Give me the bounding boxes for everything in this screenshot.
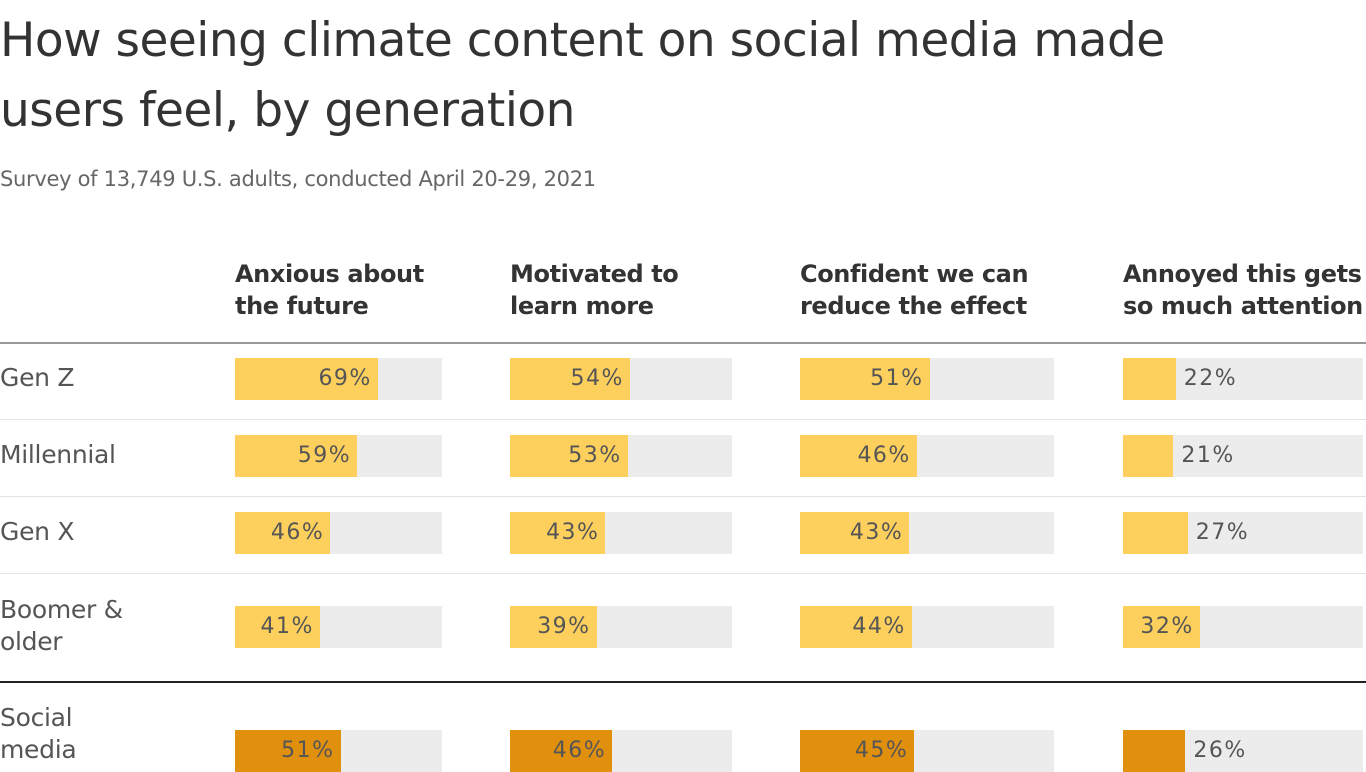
value-label: 26% — [1193, 738, 1247, 763]
total-divider — [0, 681, 1366, 683]
row-label: Social media — [0, 703, 77, 764]
chart-title: How seeing climate content on social med… — [0, 13, 1165, 138]
value-label: 69% — [318, 366, 372, 391]
value-label: 39% — [537, 614, 591, 639]
value-label: 45% — [854, 738, 909, 763]
value-label: 46% — [270, 520, 325, 545]
value-label: 51% — [281, 738, 335, 763]
value-label: 46% — [857, 443, 911, 468]
bar — [510, 512, 606, 554]
bar-track: 69% — [235, 358, 442, 400]
bar — [510, 606, 597, 648]
row-label: Gen Z — [0, 363, 75, 392]
bar-track: 43% — [510, 512, 732, 554]
bar-track: 46% — [800, 435, 1054, 477]
bar — [235, 435, 358, 477]
bar — [510, 358, 630, 400]
bar — [510, 730, 613, 772]
value-label: 43% — [849, 520, 904, 545]
bar — [235, 358, 378, 400]
bar — [1123, 606, 1200, 648]
bar — [800, 512, 910, 554]
row-label: Millennial — [0, 440, 116, 469]
bar — [800, 606, 912, 648]
value-label: 46% — [552, 738, 607, 763]
value-label: 43% — [546, 520, 600, 545]
bar-track: 44% — [800, 606, 1054, 648]
row-label: Boomer & older — [0, 595, 123, 656]
value-label: 32% — [1140, 614, 1194, 639]
value-label: 22% — [1183, 366, 1238, 391]
value-label: 21% — [1181, 443, 1235, 468]
bar-track: 46% — [235, 512, 442, 554]
chart-subtitle: Survey of 13,749 U.S. adults, conducted … — [0, 167, 596, 191]
bar — [800, 358, 930, 400]
bar — [235, 606, 320, 648]
bar-track: 45% — [800, 730, 1054, 772]
bar — [235, 730, 341, 772]
bar-track: 39% — [510, 606, 732, 648]
value-label: 41% — [260, 614, 314, 639]
bar — [1123, 512, 1188, 554]
row-divider — [0, 419, 1366, 420]
column-header: Anxious about the future — [235, 260, 424, 320]
value-label: 44% — [852, 614, 906, 639]
bar-track: 22% — [1123, 358, 1363, 400]
bar-track: 27% — [1123, 512, 1363, 554]
column-header: Annoyed this gets so much attention — [1123, 260, 1363, 320]
bar-track: 21% — [1123, 435, 1363, 477]
column-header: Motivated to learn more — [510, 260, 679, 320]
bar-track: 54% — [510, 358, 732, 400]
row-divider — [0, 496, 1366, 497]
bar-track: 26% — [1123, 730, 1363, 772]
bar-track: 51% — [235, 730, 442, 772]
bar-track: 46% — [510, 730, 732, 772]
bar — [1123, 358, 1176, 400]
bar — [235, 512, 331, 554]
value-label: 54% — [570, 366, 624, 391]
value-label: 59% — [297, 443, 352, 468]
bar-track: 51% — [800, 358, 1054, 400]
row-divider — [0, 342, 1366, 344]
column-header: Confident we can reduce the effect — [800, 260, 1029, 320]
row-divider — [0, 573, 1366, 574]
bar — [510, 435, 628, 477]
value-label: 27% — [1195, 520, 1250, 545]
bar — [1123, 730, 1186, 772]
row-label: Gen X — [0, 517, 75, 546]
bar — [800, 730, 915, 772]
bar-track: 32% — [1123, 606, 1363, 648]
bar-track: 41% — [235, 606, 442, 648]
bar — [1123, 435, 1174, 477]
bar-track: 43% — [800, 512, 1054, 554]
bar-track: 59% — [235, 435, 442, 477]
value-label: 51% — [870, 366, 924, 391]
bar-track: 53% — [510, 435, 732, 477]
value-label: 53% — [568, 443, 622, 468]
bar — [800, 435, 917, 477]
